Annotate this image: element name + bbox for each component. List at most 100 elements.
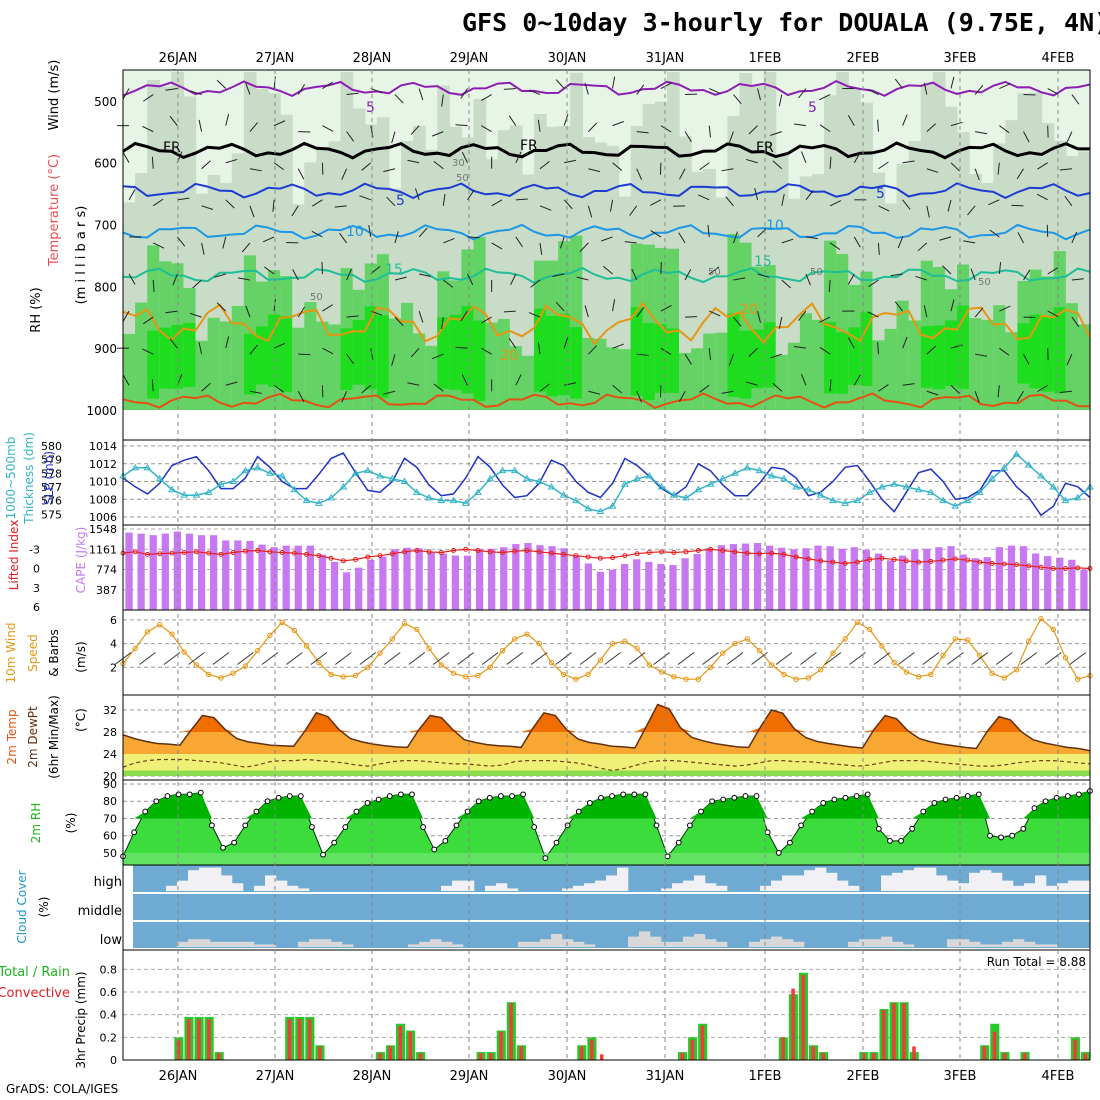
precip-conv-bar <box>902 1003 906 1060</box>
wind-speed-point <box>499 648 506 654</box>
pressure-tick: 600 <box>94 157 117 171</box>
wind-barb <box>584 305 589 318</box>
cape-bar <box>427 551 435 610</box>
rh-point <box>1020 825 1027 832</box>
wind-barb <box>853 152 861 163</box>
lifted-index-point <box>512 548 518 554</box>
wind-barb <box>947 199 952 212</box>
thickness-point <box>229 477 238 484</box>
cape-bar <box>342 572 351 610</box>
high-cloud-bar <box>441 885 453 891</box>
wind-barb <box>190 312 202 318</box>
low-cloud-bar <box>199 939 211 947</box>
high-cloud-bar <box>837 880 849 891</box>
rh-bright-band <box>763 322 777 388</box>
rh-point <box>531 824 538 830</box>
wind-barb <box>142 94 154 102</box>
lifted-index-point <box>524 548 530 554</box>
wind-barb <box>441 94 444 107</box>
day-label-bottom: 1FEB <box>749 1069 782 1084</box>
high-cloud-bar <box>936 875 948 891</box>
thickness-point <box>780 474 788 482</box>
panel-label: Temperature (°C) <box>47 154 62 267</box>
lifted-index-point <box>316 553 322 559</box>
thickness-point <box>694 485 703 493</box>
wind-barb <box>407 382 420 386</box>
low-cloud-bar <box>342 944 354 947</box>
cape-bar <box>379 556 387 610</box>
rh-contour-label: 30 <box>452 158 465 169</box>
rh-bright-band <box>268 314 281 387</box>
rh-point <box>486 794 493 801</box>
cape-bar <box>911 549 919 610</box>
rh-contour-label: 50 <box>978 277 991 288</box>
precip-conv-bar <box>207 1019 211 1060</box>
wind-barb <box>829 200 842 207</box>
rh-point <box>875 825 882 832</box>
wind-barb <box>898 652 915 665</box>
contour-label: 10 <box>346 224 364 240</box>
thickness-point <box>804 485 813 493</box>
panel-label: 1000~500mb <box>4 437 18 520</box>
rh-green-band <box>703 333 716 410</box>
thickness-point <box>168 485 176 493</box>
lifted-index-point <box>708 546 714 552</box>
lifted-index-point <box>267 549 273 555</box>
rh-green-band <box>316 321 330 410</box>
rh-point <box>775 850 782 856</box>
wind-barb <box>950 76 955 89</box>
rh-green-band <box>872 340 886 410</box>
wind-barb <box>455 124 468 127</box>
cape-bar <box>596 571 605 610</box>
low-cloud-bar <box>650 936 662 947</box>
wind-barb <box>800 652 817 665</box>
wind-speed-point <box>279 619 285 625</box>
low-cloud-bar <box>1002 941 1014 947</box>
wind-speed-point <box>438 662 444 668</box>
wind-barb <box>798 310 807 321</box>
wind-barb <box>975 131 988 135</box>
wind-barb <box>201 205 214 211</box>
contour-label: 15 <box>385 262 403 278</box>
high-cloud-bar <box>969 872 981 891</box>
contour-label: 20 <box>500 348 518 364</box>
precip-conv-bar <box>881 1010 886 1060</box>
rh-green-band <box>606 347 620 410</box>
rh-green-band <box>799 313 813 410</box>
wind-speed-point <box>769 662 775 668</box>
high-cloud-bar <box>947 880 959 891</box>
low-cloud-bar <box>991 944 1003 947</box>
high-cloud-bar <box>573 885 585 891</box>
rh-point <box>831 796 838 803</box>
wind-barb <box>999 347 1010 356</box>
precip-conv-bar <box>186 1019 191 1060</box>
wind-tick: 2 <box>110 661 117 674</box>
thickness-point <box>878 482 886 490</box>
wind-barb <box>322 347 334 355</box>
wind-speed-point <box>695 676 702 682</box>
wind-barb <box>273 120 286 127</box>
cape-bar <box>234 540 242 610</box>
wind-barb <box>902 383 915 386</box>
wind-barb <box>926 390 939 396</box>
rh-point <box>131 829 138 836</box>
rh-point <box>664 853 671 860</box>
wind-barb <box>418 310 424 323</box>
wind-barb <box>222 236 227 249</box>
rh-green-band <box>123 333 136 410</box>
wind-barb <box>214 273 226 278</box>
temp-tick: 20 <box>103 770 117 783</box>
cape-bar <box>717 545 725 610</box>
cape-bar <box>270 547 278 610</box>
low-cloud-bar <box>331 941 343 947</box>
thickness-point <box>890 480 899 487</box>
high-cloud-bar <box>848 885 860 891</box>
rh-green-band <box>594 338 608 410</box>
cape-bar <box>161 533 169 610</box>
precip-conv-bar <box>489 1053 493 1060</box>
cape-bar <box>536 545 544 610</box>
wind-barb <box>528 312 541 318</box>
rh-bright-band <box>824 321 837 394</box>
precip-conv-bar <box>811 1046 816 1060</box>
